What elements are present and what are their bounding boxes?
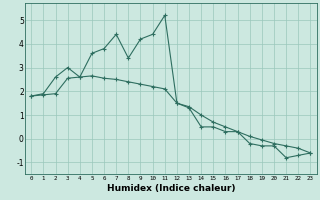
X-axis label: Humidex (Indice chaleur): Humidex (Indice chaleur) — [107, 184, 235, 193]
